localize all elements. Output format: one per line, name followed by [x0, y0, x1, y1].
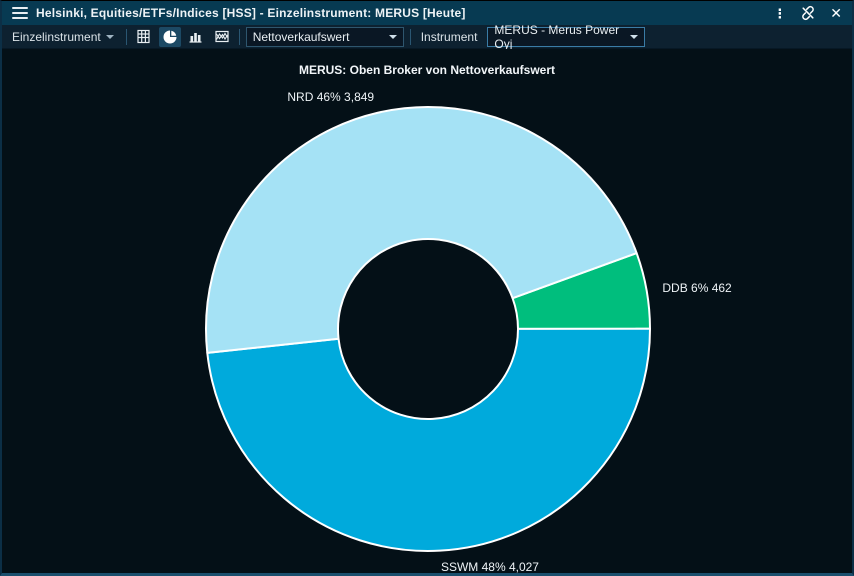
candle-chart-view-button[interactable]: [211, 27, 233, 47]
table-icon: [137, 29, 150, 44]
donut-chart[interactable]: [2, 49, 852, 573]
einzelinstrument-menu-label: Einzelinstrument: [12, 29, 101, 44]
instrument-select[interactable]: MERUS - Merus Power Oyj: [487, 23, 646, 51]
more-options-icon[interactable]: ⋮: [773, 5, 787, 21]
metric-select[interactable]: Nettoverkaufswert: [245, 26, 404, 47]
toolbar: Einzelinstrument: [2, 23, 852, 51]
pie-chart-view-button[interactable]: [158, 26, 181, 47]
menu-icon[interactable]: [12, 7, 28, 19]
view-switcher: [133, 26, 233, 47]
unlink-icon[interactable]: [800, 5, 816, 21]
metric-select-value: Nettoverkaufswert: [252, 29, 350, 44]
bar-chart-icon: [189, 33, 202, 43]
candle-chart-icon: [215, 30, 229, 43]
close-icon[interactable]: ✕: [830, 5, 842, 21]
titlebar-controls: ⋮ ✕: [773, 5, 846, 21]
pie-chart-icon: [163, 30, 177, 43]
instrument-label: Instrument: [420, 29, 478, 44]
chart-area: MERUS: Oben Broker von Nettoverkaufswert…: [2, 49, 852, 573]
slice-label-sswm: SSWM 48% 4,027: [440, 559, 539, 574]
toolbar-separator: [125, 28, 127, 45]
toolbar-separator: [409, 28, 411, 45]
einzelinstrument-menu-button[interactable]: Einzelinstrument: [6, 28, 120, 46]
chevron-down-icon: [630, 34, 639, 39]
bar-chart-view-button[interactable]: [185, 27, 207, 47]
window-title: Helsinki, Equities/ETFs/Indices [HSS] - …: [36, 6, 466, 20]
pie-slice-nrd[interactable]: [205, 106, 638, 354]
pie-slice-sswm[interactable]: [206, 327, 651, 552]
chevron-down-icon: [388, 34, 397, 39]
slice-label-ddb: DDB 6% 462: [662, 280, 732, 295]
table-view-button[interactable]: [133, 27, 155, 47]
slice-label-nrd: NRD 46% 3,849: [287, 90, 375, 105]
toolbar-separator: [238, 28, 240, 45]
chart-title: MERUS: Oben Broker von Nettoverkaufswert: [298, 63, 556, 77]
title-bar: Helsinki, Equities/ETFs/Indices [HSS] - …: [2, 1, 852, 25]
instrument-select-value: MERUS - Merus Power Oyj: [494, 22, 620, 51]
chevron-down-icon: [105, 34, 114, 39]
